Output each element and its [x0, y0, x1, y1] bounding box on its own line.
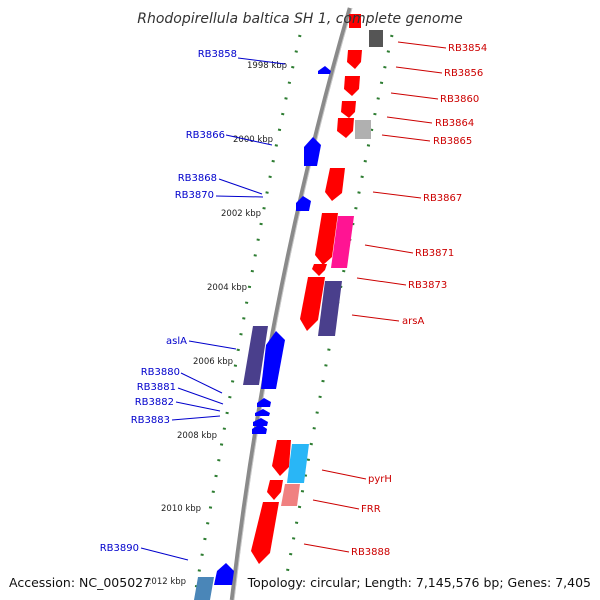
scale-labels: 1998 kbp 2000 kbp 2002 kbp 2004 kbp 2006…	[146, 61, 287, 587]
gene-arrow[interactable]	[251, 502, 279, 564]
gene-label[interactable]: pyrH	[368, 474, 392, 485]
minus-labels: RB3858 RB3866 RB3868 RB3870 aslA RB3880 …	[100, 49, 237, 554]
gene-arrow[interactable]	[261, 331, 285, 389]
gene-label[interactable]: RB3864	[435, 118, 474, 129]
gene-arrow[interactable]	[252, 424, 267, 434]
kbp-label: 2006 kbp	[193, 357, 233, 367]
gene-arrow[interactable]	[344, 76, 360, 96]
gene-label[interactable]: RB3890	[100, 543, 139, 554]
gene-arrow[interactable]	[267, 480, 283, 500]
plus-labels: RB3854 RB3856 RB3860 RB3864 RB3865 RB386…	[351, 43, 487, 558]
topology-summary: Topology: circular; Length: 7,145,576 bp…	[247, 575, 591, 590]
gene-label[interactable]: RB3870	[175, 190, 214, 201]
gene-label[interactable]: RB3868	[178, 173, 217, 184]
gene-arrow[interactable]	[296, 196, 311, 211]
map-title: Rhodopirellula baltica SH 1, complete ge…	[137, 11, 463, 27]
gene-label[interactable]: RB3866	[186, 130, 225, 141]
gene-label[interactable]: RB3867	[423, 193, 462, 204]
gene-arrow[interactable]	[253, 418, 268, 426]
minus-leader-lines	[140, 57, 286, 561]
gene-arrow[interactable]	[331, 216, 354, 268]
kbp-label: 2000 kbp	[233, 135, 273, 145]
gene-arrow[interactable]	[287, 444, 309, 483]
gene-label[interactable]: RB3882	[135, 397, 174, 408]
minus-tick-track	[192, 34, 302, 600]
gene-arrow[interactable]	[257, 398, 271, 407]
accession-text: Accession: NC_005027	[9, 575, 151, 590]
kbp-label: 2012 kbp	[146, 577, 186, 587]
gene-label[interactable]: RB3883	[131, 415, 170, 426]
minus-strand-genes	[194, 66, 331, 600]
gene-arrow[interactable]	[304, 137, 321, 166]
gene-label[interactable]: RB3865	[433, 136, 472, 147]
kbp-label: 2008 kbp	[177, 431, 217, 441]
kbp-label: 2004 kbp	[207, 283, 247, 293]
gene-arrow[interactable]	[325, 168, 345, 201]
gene-label[interactable]: RB3873	[408, 280, 447, 291]
gene-label[interactable]: RB3856	[444, 68, 483, 79]
gene-label[interactable]: RB3860	[440, 94, 479, 105]
gene-arrow[interactable]	[300, 277, 325, 331]
gene-arrow[interactable]	[315, 213, 338, 265]
gene-arrow[interactable]	[312, 264, 327, 276]
gene-label[interactable]: RB3888	[351, 547, 390, 558]
kbp-label: 1998 kbp	[247, 61, 287, 71]
gene-arrow[interactable]	[318, 66, 331, 74]
gene-arrow[interactable]	[214, 563, 234, 585]
gene-arrow[interactable]	[318, 281, 342, 336]
gene-label[interactable]: RB3881	[137, 382, 176, 393]
gene-label[interactable]: arsA	[402, 316, 424, 327]
plus-strand-genes	[251, 14, 383, 564]
gene-arrow[interactable]	[337, 118, 354, 138]
plus-leader-lines	[303, 41, 447, 553]
gene-label[interactable]: FRR	[361, 504, 381, 515]
kbp-label: 2010 kbp	[161, 504, 201, 514]
gene-label[interactable]: RB3880	[141, 367, 180, 378]
gene-arrow[interactable]	[255, 409, 270, 416]
gene-arrow[interactable]	[281, 484, 300, 506]
genome-backbone	[229, 7, 353, 600]
gene-arrow[interactable]	[355, 120, 371, 139]
gene-label[interactable]: RB3854	[448, 43, 487, 54]
gene-arrow[interactable]	[194, 577, 214, 600]
kbp-label: 2002 kbp	[221, 209, 261, 219]
gene-label[interactable]: aslA	[166, 336, 187, 347]
gene-arrow[interactable]	[369, 30, 383, 47]
gene-arrow[interactable]	[272, 440, 291, 476]
gene-label[interactable]: RB3858	[198, 49, 237, 60]
gene-label[interactable]: RB3871	[415, 248, 454, 259]
gene-arrow[interactable]	[341, 101, 356, 118]
gene-arrow[interactable]	[243, 326, 268, 385]
gene-arrow[interactable]	[347, 50, 362, 69]
gene-arrow[interactable]	[349, 14, 361, 28]
